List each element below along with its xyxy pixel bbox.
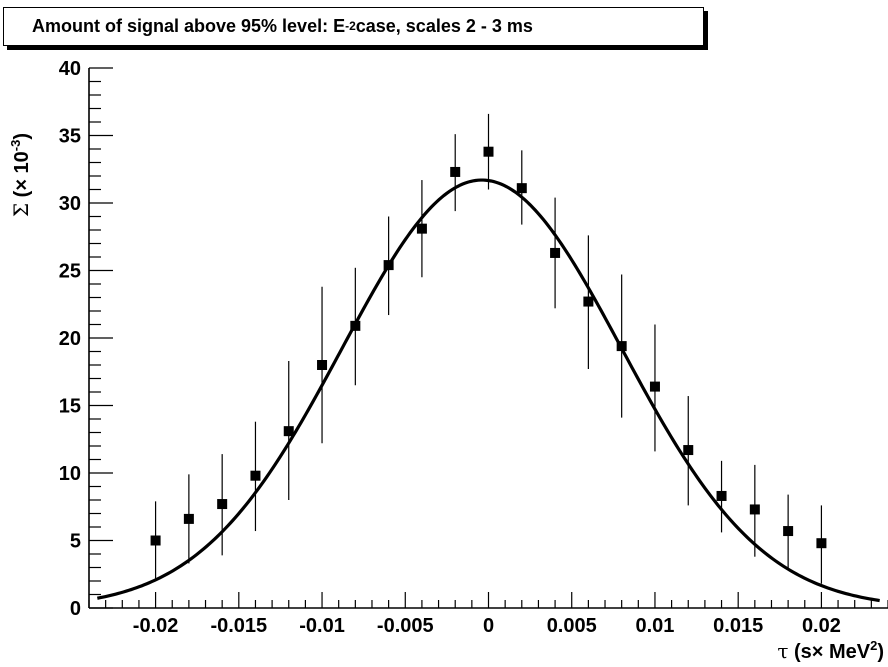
- data-point: [816, 505, 827, 584]
- x-axis-label-superscript: 2: [870, 638, 877, 653]
- x-tick-label: -0.01: [299, 615, 345, 637]
- axes: 0 5 10 15 20 25 30 35 40 -0.02 -0.015 -0.01 -0.005 0 0…: [59, 58, 888, 637]
- fit-curve: [97, 178, 880, 603]
- data-marker: [217, 499, 228, 510]
- y-tick-label: 40: [59, 58, 81, 80]
- data-point: [150, 501, 161, 580]
- data-marker: [317, 360, 328, 370]
- fit-curve-group: [97, 178, 880, 603]
- data-marker: [450, 166, 461, 177]
- y-axis-label: Σ (× 10-3): [8, 133, 33, 217]
- y-tick-label: 5: [70, 531, 81, 553]
- y-axis-label-text: (× 10: [11, 151, 33, 203]
- y-axis-label-suffix: ): [11, 133, 33, 140]
- data-point: [183, 474, 194, 564]
- x-tick-label: 0.015: [713, 615, 763, 637]
- x-tick-label: 0.005: [547, 615, 597, 637]
- data-point: [683, 396, 694, 506]
- data-marker: [383, 260, 394, 271]
- data-points-group: [150, 113, 827, 584]
- y-tick-label: 35: [59, 126, 81, 148]
- data-marker: [416, 223, 427, 234]
- data-point: [550, 197, 561, 309]
- data-point: [217, 454, 228, 556]
- data-point: [716, 460, 727, 533]
- y-tick-label: 0: [70, 598, 81, 620]
- data-marker: [783, 526, 794, 537]
- data-marker: [716, 490, 727, 501]
- data-point: [783, 494, 794, 569]
- data-marker: [749, 504, 760, 515]
- y-axis-label-superscript: -3: [8, 140, 23, 152]
- x-tick-label: 0: [483, 615, 494, 637]
- x-tick-label: -0.005: [377, 615, 434, 637]
- y-axis-label-symbol: Σ: [9, 203, 33, 217]
- data-marker: [483, 146, 494, 157]
- y-tick-label: 10: [59, 463, 81, 485]
- data-point: [583, 235, 594, 370]
- x-axis-label-suffix: ): [877, 641, 884, 663]
- x-tick-label: -0.015: [210, 615, 267, 637]
- data-marker: [583, 296, 594, 307]
- data-point: [250, 421, 261, 532]
- data-marker: [816, 538, 827, 549]
- data-point: [616, 274, 627, 418]
- data-point: [416, 180, 427, 278]
- y-tick-label: 15: [59, 396, 81, 418]
- x-tick-label: -0.02: [133, 615, 179, 637]
- data-marker: [516, 183, 527, 194]
- data-marker: [150, 535, 161, 546]
- data-marker: [616, 341, 627, 352]
- data-point: [749, 464, 760, 557]
- data-marker: [550, 247, 561, 258]
- x-axis-label-text: (s× MeV: [788, 641, 870, 663]
- data-point: [649, 324, 660, 452]
- data-point: [350, 267, 361, 386]
- x-axis-label: τ (s× MeV2): [777, 638, 884, 663]
- data-point: [383, 216, 394, 316]
- data-point: [283, 360, 294, 500]
- y-tick-label: 30: [59, 193, 81, 215]
- chart-title: Amount of signal above 95% level: E -2 ca…: [3, 7, 704, 46]
- data-marker: [649, 381, 660, 392]
- x-axis-label-symbol: τ: [777, 639, 788, 663]
- chart-title-superscript: -2: [345, 18, 356, 33]
- data-point: [317, 286, 328, 444]
- x-tick-label: 0.02: [802, 615, 841, 637]
- y-tick-label: 25: [59, 261, 81, 283]
- data-marker: [350, 320, 361, 331]
- chart-title-prefix: Amount of signal above 95% level: E: [32, 16, 346, 36]
- data-point: [516, 150, 527, 225]
- chart-title-suffix: case, scales 2 - 3 ms: [355, 16, 533, 36]
- data-marker: [183, 513, 194, 524]
- data-marker: [250, 470, 261, 481]
- data-point: [483, 113, 494, 190]
- data-marker: [683, 445, 694, 456]
- data-point: [450, 134, 461, 212]
- data-marker: [283, 426, 294, 437]
- x-tick-label: 0.01: [635, 615, 674, 637]
- y-tick-label: 20: [59, 328, 81, 350]
